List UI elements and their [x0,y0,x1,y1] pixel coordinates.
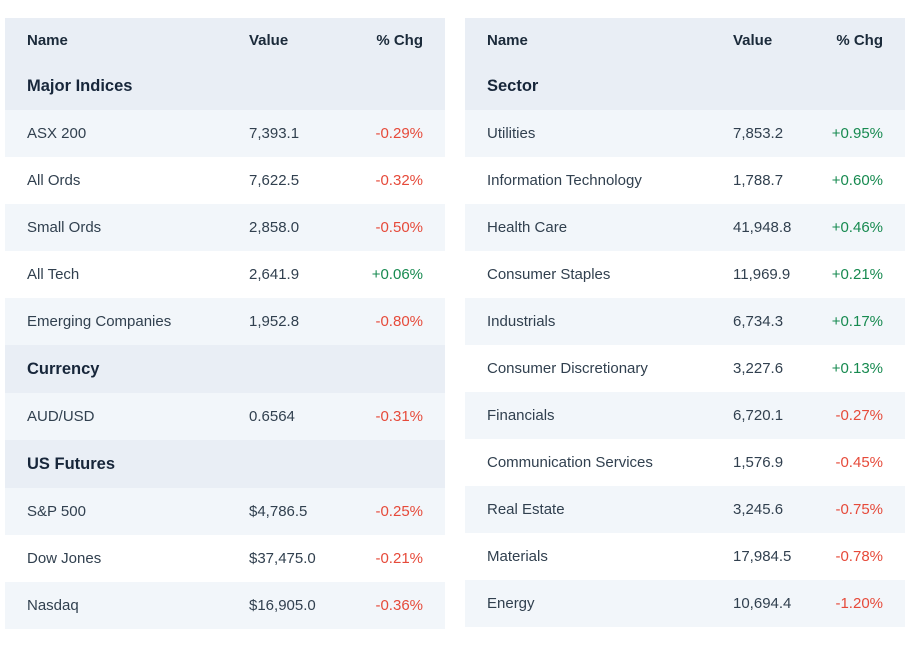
row-value: 7,393.1 [249,125,300,142]
indices-table: Name Value % Chg Major Indices ASX 200 7,393.… [5,18,445,629]
table-row: All Ords 7,622.5 -0.32% [5,157,445,204]
table-row: Health Care 41,948.8 +0.46% [465,204,905,251]
row-change: -0.29% [375,125,423,142]
row-value: 11,969.9 [733,266,791,283]
row-value: 6,720.1 [733,407,784,424]
row-change: +0.06% [371,266,423,283]
table-row: Energy 10,694.4 -1.20% [465,580,905,627]
row-change: -0.25% [375,503,423,520]
row-name: ASX 200 [27,125,87,142]
row-change: -0.80% [375,313,423,330]
sectors-table: Name Value % Chg Sector Utilities 7,853.2 +0.9… [465,18,905,627]
column-header--chg: % Chg [376,31,423,49]
table-row: Small Ords 2,858.0 -0.50% [5,204,445,251]
table-row: Real Estate 3,245.6 -0.75% [465,486,905,533]
row-change: -0.45% [835,454,883,471]
table-row: Communication Services 1,576.9 -0.45% [465,439,905,486]
table-row: ASX 200 7,393.1 -0.29% [5,110,445,157]
row-name: All Ords [27,172,81,189]
section-title: Currency [27,359,100,378]
section-header-row: US Futures [5,440,445,488]
row-value: $37,475.0 [249,550,316,567]
row-value: 2,858.0 [249,219,300,236]
column-header-row: Name Value % Chg [465,18,905,62]
row-value: 7,853.2 [733,125,784,142]
table-row: Materials 17,984.5 -0.78% [465,533,905,580]
column-header-value: Value [249,31,289,49]
row-name: Health Care [487,219,568,236]
row-value: 3,227.6 [733,360,784,377]
section-title: US Futures [27,454,116,473]
row-change: -1.20% [835,595,883,612]
row-value: 1,788.7 [733,172,784,189]
section-title: Major Indices [27,76,133,95]
row-value: 41,948.8 [733,219,792,236]
row-name: Consumer Staples [487,266,611,283]
row-change: -0.75% [835,501,883,518]
row-change: -0.32% [375,172,423,189]
row-value: 1,952.8 [249,313,300,330]
row-value: 7,622.5 [249,172,300,189]
column-header-name: Name [27,31,68,49]
table-row: Information Technology 1,788.7 +0.60% [465,157,905,204]
row-value: 10,694.4 [733,595,792,612]
row-change: +0.95% [831,125,883,142]
row-name: Nasdaq [27,597,79,614]
row-name: AUD/USD [27,408,95,425]
row-name: Dow Jones [27,550,102,567]
column-header-value: Value [733,31,773,49]
column-header--chg: % Chg [836,31,883,49]
row-change: +0.46% [831,219,883,236]
row-value: 0.6564 [249,408,295,425]
row-value: 2,641.9 [249,266,300,283]
row-name: Materials [487,548,548,565]
row-change: -0.78% [835,548,883,565]
row-change: -0.31% [375,408,423,425]
row-value: 3,245.6 [733,501,784,518]
table-row: Financials 6,720.1 -0.27% [465,392,905,439]
row-value: $4,786.5 [249,503,308,520]
section-header-row: Major Indices [5,62,445,110]
row-value: $16,905.0 [249,597,316,614]
table-row: Utilities 7,853.2 +0.95% [465,110,905,157]
table-row: Industrials 6,734.3 +0.17% [465,298,905,345]
row-name: Communication Services [487,454,653,471]
row-value: 1,576.9 [733,454,784,471]
row-change: -0.36% [375,597,423,614]
row-value: 17,984.5 [733,548,792,565]
row-change: +0.17% [831,313,883,330]
column-header-row: Name Value % Chg [5,18,445,62]
row-change: +0.60% [831,172,883,189]
section-title: Sector [487,76,539,95]
row-name: Emerging Companies [27,313,172,330]
row-change: +0.13% [831,360,883,377]
row-name: Utilities [487,125,536,142]
row-name: Energy [487,595,535,612]
row-name: Industrials [487,313,556,330]
row-name: S&P 500 [27,503,86,520]
section-header-row: Sector [465,62,905,110]
table-row: Emerging Companies 1,952.8 -0.80% [5,298,445,345]
row-change: -0.50% [375,219,423,236]
row-name: Consumer Discretionary [487,360,648,377]
row-name: Financials [487,407,555,424]
column-header-name: Name [487,31,528,49]
row-name: Small Ords [27,219,102,236]
row-name: All Tech [27,266,80,283]
row-change: -0.21% [375,550,423,567]
table-row: S&P 500 $4,786.5 -0.25% [5,488,445,535]
row-value: 6,734.3 [733,313,784,330]
section-header-row: Currency [5,345,445,393]
row-change: -0.27% [835,407,883,424]
table-row: Consumer Discretionary 3,227.6 +0.13% [465,345,905,392]
table-row: AUD/USD 0.6564 -0.31% [5,393,445,440]
table-row: All Tech 2,641.9 +0.06% [5,251,445,298]
row-name: Information Technology [487,172,642,189]
row-name: Real Estate [487,501,565,518]
table-row: Nasdaq $16,905.0 -0.36% [5,582,445,629]
table-row: Dow Jones $37,475.0 -0.21% [5,535,445,582]
table-row: Consumer Staples 11,969.9 +0.21% [465,251,905,298]
row-change: +0.21% [831,266,883,283]
